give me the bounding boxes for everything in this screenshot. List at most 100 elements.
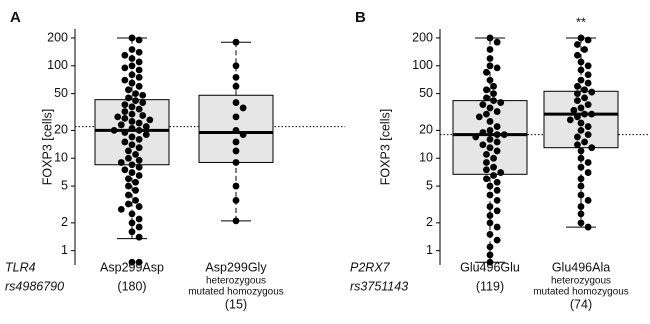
- data-point: [574, 141, 581, 149]
- data-point: [486, 182, 494, 190]
- category-label: heterozygous: [551, 276, 611, 287]
- data-point: [117, 205, 125, 213]
- data-point: [577, 191, 585, 199]
- data-point: [135, 163, 143, 171]
- data-point: [483, 151, 490, 158]
- data-point: [128, 110, 136, 118]
- data-point: [581, 138, 588, 146]
- category-label: Glu496Ala: [552, 260, 610, 274]
- data-point: [483, 94, 490, 102]
- data-point: [574, 82, 581, 90]
- data-point: [132, 178, 139, 186]
- data-point: [135, 48, 143, 56]
- data-point: [486, 46, 494, 53]
- row-label: P2RX7: [350, 260, 391, 274]
- data-point: [584, 131, 592, 139]
- data-point: [121, 76, 129, 84]
- data-point: [486, 62, 494, 70]
- panel-label: A: [10, 9, 21, 26]
- category-label: mutated homozygous: [533, 287, 629, 298]
- data-point: [117, 159, 125, 166]
- data-point: [584, 36, 592, 44]
- panel-label: B: [355, 9, 366, 26]
- data-point: [584, 223, 592, 231]
- data-point: [570, 106, 578, 114]
- data-point: [125, 147, 132, 155]
- data-point: [117, 121, 125, 129]
- data-point: [135, 36, 143, 44]
- y-tick-label: 50: [419, 86, 433, 100]
- data-point: [486, 76, 494, 84]
- data-point: [135, 215, 143, 223]
- data-point: [584, 169, 592, 176]
- category-count: (74): [570, 297, 592, 311]
- data-point: [486, 135, 494, 143]
- data-point: [128, 133, 136, 141]
- data-point: [577, 147, 585, 155]
- data-point: [121, 166, 129, 174]
- data-point: [121, 101, 129, 109]
- data-point: [490, 163, 497, 171]
- y-tick-label: 2: [426, 215, 433, 229]
- data-point: [135, 135, 143, 143]
- y-tick-label: 100: [412, 58, 433, 72]
- y-tick-label: 200: [47, 30, 68, 44]
- data-point: [128, 62, 136, 70]
- data-point: [486, 212, 494, 219]
- data-point: [128, 79, 136, 87]
- category-count: (15): [225, 297, 247, 311]
- data-point: [584, 101, 592, 109]
- row-label: rs4986790: [5, 279, 64, 293]
- data-point: [125, 86, 132, 94]
- data-point: [232, 73, 240, 81]
- data-point: [577, 127, 585, 134]
- data-point: [132, 186, 139, 194]
- data-point: [584, 196, 592, 204]
- data-point: [475, 113, 483, 121]
- data-point: [584, 123, 592, 130]
- data-point: [128, 161, 136, 169]
- data-point: [135, 203, 143, 210]
- data-point: [490, 82, 497, 90]
- data-point: [128, 71, 136, 79]
- data-point: [232, 196, 240, 204]
- data-point: [232, 113, 240, 121]
- data-point: [493, 236, 501, 244]
- row-label: rs3751143: [350, 279, 408, 293]
- data-point: [135, 82, 143, 90]
- data-point: [135, 223, 143, 231]
- data-point: [121, 64, 129, 72]
- data-point: [493, 186, 501, 194]
- data-point: [128, 118, 136, 125]
- data-point: [574, 90, 581, 98]
- data-point: [493, 207, 501, 215]
- data-point: [128, 46, 136, 53]
- data-point: [493, 223, 501, 231]
- data-point: [125, 182, 132, 190]
- data-point: [121, 108, 129, 115]
- data-point: [135, 156, 143, 164]
- box: [94, 99, 170, 166]
- data-point: [139, 112, 147, 119]
- box: [543, 90, 619, 149]
- y-tick-label: 10: [419, 151, 433, 165]
- data-point: [121, 114, 129, 122]
- row-label: TLR4: [5, 260, 36, 274]
- data-point: [493, 196, 501, 204]
- data-point: [486, 258, 494, 266]
- data-point: [128, 219, 136, 227]
- y-axis-label: FOXP3 [cells]: [40, 109, 54, 185]
- category-count: (119): [476, 279, 504, 293]
- data-point: [490, 154, 497, 162]
- data-point: [135, 144, 143, 152]
- y-tick-label: 200: [412, 30, 433, 44]
- data-point: [577, 203, 585, 210]
- data-point: [574, 133, 581, 141]
- data-point: [486, 251, 494, 259]
- data-point: [135, 66, 143, 74]
- data-point: [574, 51, 581, 59]
- data-point: [584, 159, 592, 166]
- data-point: [493, 138, 501, 146]
- y-tick-label: 50: [54, 86, 68, 100]
